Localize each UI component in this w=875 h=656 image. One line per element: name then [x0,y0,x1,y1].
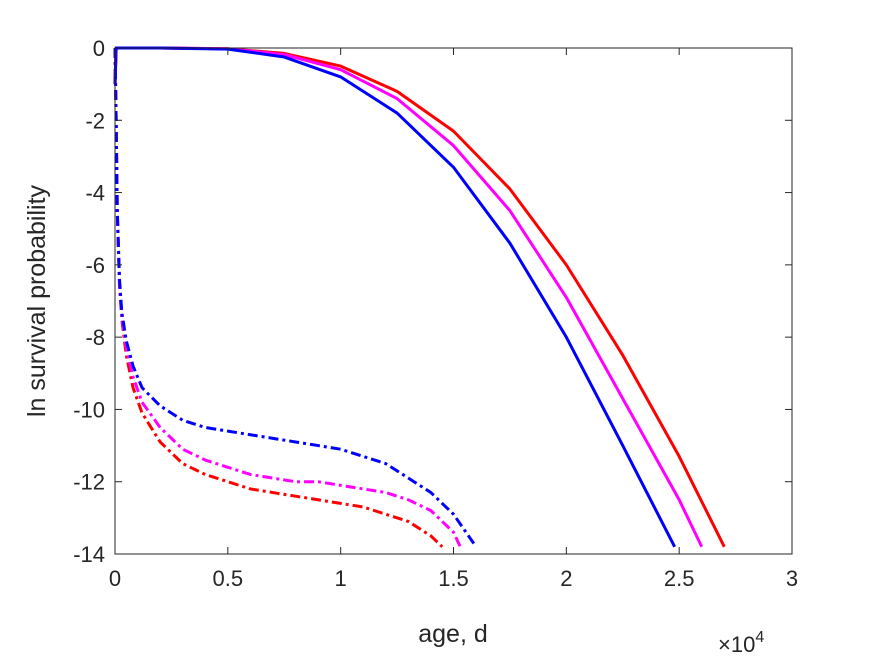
x-tick-label: 2.5 [664,566,695,591]
x-axis-label: age, d [418,620,488,648]
x-tick-label: 1 [335,566,347,591]
series-line-6 [113,47,478,548]
y-tick-label: -2 [85,108,105,133]
x-tick-label: 1.5 [438,566,469,591]
x-tick-label: 0.5 [213,566,244,591]
x-tick-label: 3 [786,566,798,591]
y-tick-label: -10 [73,397,105,422]
y-tick-label: -6 [85,253,105,278]
y-tick-label: -12 [73,470,105,495]
x-tick-label: 0 [109,566,121,591]
y-tick-label: -14 [73,542,105,567]
y-axis-label: ln survival probability [23,184,51,417]
x-exponent-power: 4 [755,629,764,646]
x-exponent-label: ×104 [718,629,764,656]
x-exponent-prefix: ×10 [718,632,755,656]
ticks-layer: 0 0.5 1 1.5 2 2.5 3 0 -2 -4 -6 -8 -10 -12 -14 [73,36,798,591]
y-tick-label: -8 [85,325,105,350]
x-tick-label: 2 [560,566,572,591]
y-tick-label: -4 [85,181,105,206]
y-tick-label: 0 [93,36,105,61]
